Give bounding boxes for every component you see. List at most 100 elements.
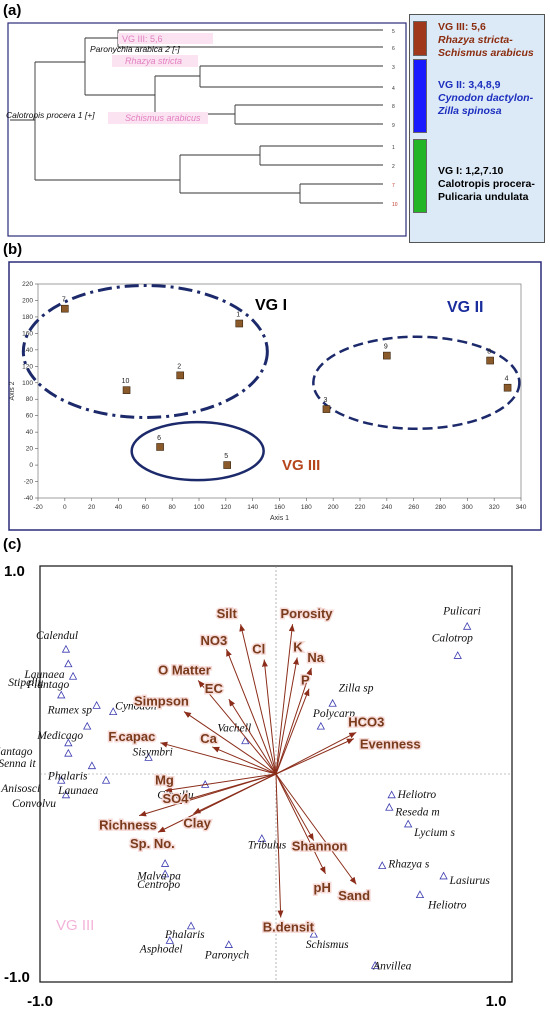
y-tick-label: 160	[22, 330, 33, 337]
species-marker	[64, 659, 73, 668]
env-vector-label: Sp. No.	[130, 836, 175, 851]
y-tick-label: 0	[29, 462, 33, 469]
species-label: Paronych	[204, 950, 250, 962]
y-tick-label: 200	[22, 297, 33, 304]
legend-box: VG III: 5,6 Rhazya stricta- Schismus ara…	[409, 14, 545, 243]
legend-vg1-line2: Pulicaria undulata	[438, 191, 529, 203]
leaf-tick-label: 6	[392, 46, 395, 52]
species-label: Senna it	[0, 758, 36, 770]
env-vector-label: pH	[314, 880, 331, 895]
ghost-label-vg3: VG III	[56, 917, 94, 934]
sample-point	[486, 356, 494, 365]
env-vector-arrow	[225, 649, 277, 775]
species-marker	[462, 621, 472, 630]
y-tick-label: 180	[22, 314, 33, 321]
species-label: Phalaris	[164, 929, 205, 941]
species-marker	[57, 690, 66, 699]
x-tick-label: 280	[435, 504, 446, 511]
species-marker	[403, 819, 413, 828]
x-tick-label: 120	[220, 504, 231, 511]
env-vector-arrow	[165, 773, 277, 793]
species-label: Cynodon	[115, 701, 157, 713]
env-vector-arrow	[275, 773, 327, 875]
leaf-tick-label: 2	[392, 164, 395, 170]
y-tick-label: 100	[22, 380, 33, 387]
env-vector-arrow	[275, 773, 315, 841]
env-vector-label: SO4	[163, 791, 190, 806]
dendrogram-frame	[7, 22, 407, 237]
env-vector-label: Evenness	[360, 737, 421, 752]
sample-point	[176, 371, 185, 380]
species-label: Asphodel	[139, 943, 183, 955]
x-tick-label: 60	[142, 504, 150, 511]
env-vector-arrow	[157, 773, 277, 833]
env-vector-arrow	[228, 698, 277, 775]
species-marker	[387, 790, 396, 799]
species-label: Convolvu	[12, 798, 56, 810]
y-tick-label: 120	[22, 363, 33, 370]
species-label: Schismus	[306, 939, 349, 951]
x-tick-label: 0	[63, 504, 67, 511]
y-tick-label: 40	[26, 429, 34, 436]
x-tick-label: 300	[462, 504, 473, 511]
x-tick-label: 320	[489, 504, 500, 511]
species-marker	[453, 651, 462, 659]
env-vector-arrow	[160, 741, 277, 775]
species-label: Calotrop	[432, 632, 473, 644]
leaf-tick-label: 1	[392, 145, 395, 151]
species-marker	[370, 961, 380, 969]
leaf-tick-label: 7	[392, 183, 395, 189]
sample-point	[383, 351, 391, 360]
species-marker	[64, 748, 73, 757]
species-label: Plantago	[0, 746, 33, 758]
sample-point-label: 9	[384, 344, 388, 351]
env-vector-arrow	[275, 773, 357, 885]
sample-point	[61, 304, 69, 313]
env-vector-label: Cl	[252, 642, 265, 657]
x-tick-left: -1.0	[27, 993, 53, 1010]
species-marker	[160, 859, 170, 867]
legend-vg3-line2: Schismus arabicus	[438, 47, 534, 59]
y-tick-top: 1.0	[4, 563, 25, 580]
sample-point-label: 1	[236, 312, 240, 319]
species-label: Lycium s	[413, 827, 455, 839]
legend-vg2-line1: Cynodon dactylon-	[438, 92, 534, 104]
env-vector-label: F.capac	[108, 729, 155, 744]
x-tick-label: 180	[301, 504, 312, 511]
sample-point-label: 8	[487, 349, 491, 356]
env-vector-label: Silt	[217, 606, 238, 621]
legend-vg2-line2: Zilla spinosa	[438, 105, 502, 117]
species-marker	[385, 802, 394, 811]
legend-vg1-title: VG I: 1,2,7.10	[438, 165, 504, 177]
env-vector-arrow	[138, 773, 277, 817]
env-vector-arrow	[275, 667, 313, 775]
species-label: Polycarp	[312, 708, 355, 720]
sample-point	[122, 386, 131, 394]
ghost-highlight	[118, 33, 213, 44]
species-marker	[378, 861, 387, 869]
species-marker	[57, 775, 66, 784]
sample-point-label: 7	[62, 297, 66, 304]
ghost-highlight	[108, 112, 208, 124]
x-tick-label: 100	[194, 504, 205, 511]
env-vector-arrow	[212, 746, 277, 775]
env-vector-label: K	[293, 640, 303, 655]
env-vector-arrow	[275, 773, 284, 918]
group-ellipse-vg2	[312, 335, 521, 431]
x-tick-label: 140	[247, 504, 258, 511]
legend-swatch-vg2	[413, 59, 427, 133]
x-tick-label: 80	[169, 504, 177, 511]
panel-b-label: (b)	[3, 241, 23, 258]
env-vector-label: P	[301, 673, 310, 688]
species-label: Plantago	[26, 679, 69, 691]
ghost-highlight	[112, 55, 198, 67]
legend-vg1-line1: Calotropis procera-	[438, 178, 535, 190]
x-tick-label: 20	[88, 504, 96, 511]
species-label: Centropo	[137, 879, 180, 891]
env-vector-label: Simpson	[134, 694, 189, 709]
species-label: Malva pa	[136, 870, 181, 882]
sample-point	[235, 319, 244, 328]
sample-point-label: 4	[505, 376, 509, 383]
dendrogram: 5 6 3 4 8 9 1 2 7 10 Calotropis procera 1 [+] Paron…	[6, 22, 407, 237]
species-label: Anvillea	[372, 960, 412, 972]
